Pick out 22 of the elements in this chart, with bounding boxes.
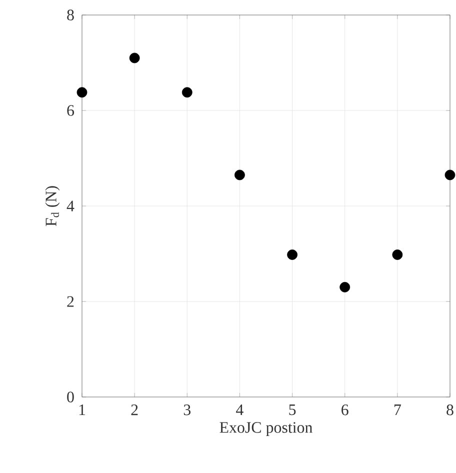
point bbox=[182, 87, 192, 98]
point bbox=[76, 87, 88, 98]
y-tick-label: 6 bbox=[67, 105, 74, 116]
y-tick-label: 2 bbox=[67, 296, 74, 307]
x-tick-label: 1 bbox=[79, 404, 86, 416]
y-tick-label: 4 bbox=[66, 200, 74, 212]
y-tick-label: 0 bbox=[67, 392, 74, 402]
x-axis-title: ExoJC postion bbox=[220, 422, 312, 436]
point bbox=[129, 52, 140, 64]
point bbox=[234, 170, 245, 180]
point bbox=[392, 250, 403, 260]
y-tick-label: 8 bbox=[67, 10, 74, 20]
point bbox=[340, 282, 350, 292]
x-tick-label: 2 bbox=[131, 404, 138, 416]
x-tick-label: 4 bbox=[236, 404, 244, 416]
x-tick-label: 3 bbox=[184, 404, 190, 416]
x-tick-label: 8 bbox=[446, 404, 454, 416]
x-tick-label: 7 bbox=[394, 404, 401, 415]
y-axis-title: F$_{d}$ (N) bbox=[45, 186, 60, 226]
x-tick-label: 6 bbox=[342, 404, 348, 416]
point bbox=[287, 250, 298, 260]
x-tick-label: 5 bbox=[289, 404, 296, 416]
